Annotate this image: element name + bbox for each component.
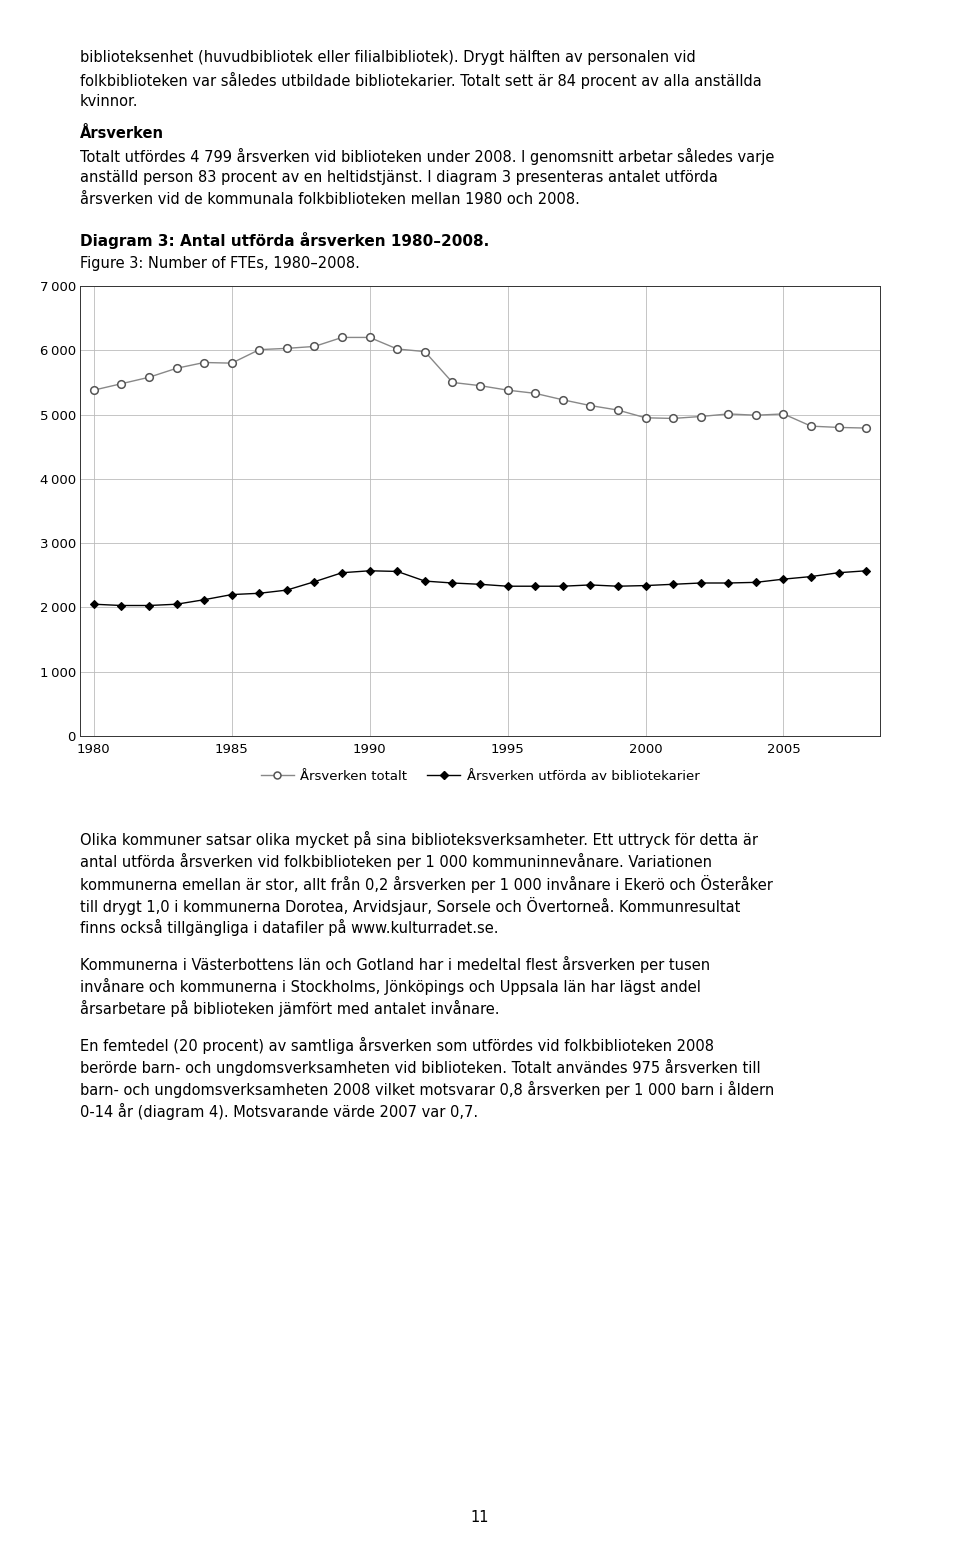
Text: finns också tillgängliga i datafiler på www.kulturradet.se.: finns också tillgängliga i datafiler på … — [80, 920, 498, 937]
Text: barn- och ungdomsverksamheten 2008 vilket motsvarar 0,8 årsverken per 1 000 barn: barn- och ungdomsverksamheten 2008 vilke… — [80, 1081, 775, 1099]
Text: Figure 3: Number of FTEs, 1980–2008.: Figure 3: Number of FTEs, 1980–2008. — [80, 257, 360, 271]
Text: Olika kommuner satsar olika mycket på sina biblioteksverksamheter. Ett uttryck f: Olika kommuner satsar olika mycket på si… — [80, 831, 758, 848]
Text: Kommunerna i Västerbottens län och Gotland har i medeltal flest årsverken per tu: Kommunerna i Västerbottens län och Gotla… — [80, 955, 710, 972]
Text: kvinnor.: kvinnor. — [80, 93, 138, 109]
Text: Diagram 3: Antal utförda årsverken 1980–2008.: Diagram 3: Antal utförda årsverken 1980–… — [80, 232, 490, 249]
Text: årsarbetare på biblioteken jämfört med antalet invånare.: årsarbetare på biblioteken jämfört med a… — [80, 1001, 499, 1018]
Text: till drygt 1,0 i kommunerna Dorotea, Arvidsjaur, Sorsele och Övertorneå. Kommunr: till drygt 1,0 i kommunerna Dorotea, Arv… — [80, 896, 740, 915]
Text: berörde barn- och ungdomsverksamheten vid biblioteken. Totalt användes 975 årsve: berörde barn- och ungdomsverksamheten vi… — [80, 1060, 760, 1077]
Text: Totalt utfördes 4 799 årsverken vid biblioteken under 2008. I genomsnitt arbetar: Totalt utfördes 4 799 årsverken vid bibl… — [80, 148, 775, 165]
Text: biblioteksenhet (huvudbibliotek eller filialbibliotek). Drygt hälften av persona: biblioteksenhet (huvudbibliotek eller fi… — [80, 50, 696, 65]
Legend: Årsverken totalt, Årsverken utförda av bibliotekarier: Årsverken totalt, Årsverken utförda av b… — [255, 764, 705, 787]
Text: 0-14 år (diagram 4). Motsvarande värde 2007 var 0,7.: 0-14 år (diagram 4). Motsvarande värde 2… — [80, 1103, 478, 1120]
Text: anställd person 83 procent av en heltidstjänst. I diagram 3 presenteras antalet : anställd person 83 procent av en heltids… — [80, 170, 718, 185]
Text: folkbiblioteken var således utbildade bibliotekarier. Totalt sett är 84 procent : folkbiblioteken var således utbildade bi… — [80, 72, 761, 89]
Text: kommunerna emellan är stor, allt från 0,2 årsverken per 1 000 invånare i Ekerö o: kommunerna emellan är stor, allt från 0,… — [80, 874, 773, 893]
Text: årsverken vid de kommunala folkbiblioteken mellan 1980 och 2008.: årsverken vid de kommunala folkbibliotek… — [80, 191, 580, 207]
Text: antal utförda årsverken vid folkbiblioteken per 1 000 kommuninnevånare. Variatio: antal utförda årsverken vid folkbibliote… — [80, 853, 712, 870]
Text: invånare och kommunerna i Stockholms, Jönköpings och Uppsala län har lägst andel: invånare och kommunerna i Stockholms, Jö… — [80, 979, 701, 994]
Text: 11: 11 — [470, 1509, 490, 1525]
Text: Årsverken: Årsverken — [80, 126, 164, 142]
Text: En femtedel (20 procent) av samtliga årsverken som utfördes vid folkbiblioteken : En femtedel (20 procent) av samtliga års… — [80, 1036, 714, 1053]
